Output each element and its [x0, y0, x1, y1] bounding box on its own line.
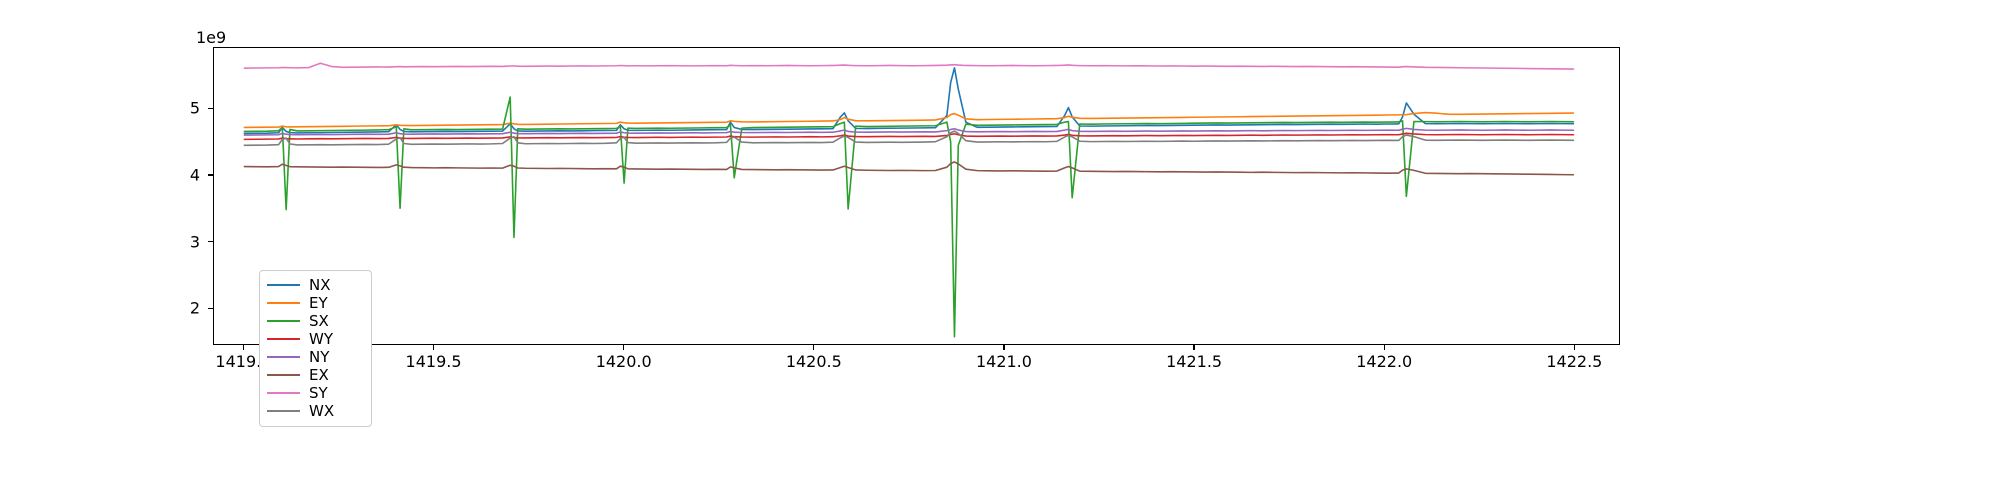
x-tick-label: 1421.0	[975, 352, 1032, 371]
y-tick-mark	[208, 307, 213, 309]
legend-label: EY	[309, 294, 328, 312]
legend-item-ey[interactable]: EY	[267, 294, 364, 312]
legend-label: NY	[309, 348, 330, 366]
legend-label: NX	[309, 276, 331, 294]
series-line-ex	[243, 161, 1575, 176]
legend-item-ny[interactable]: NY	[267, 348, 364, 366]
x-tick-label: 1420.0	[595, 352, 652, 371]
x-tick-label: 1422.0	[1356, 352, 1413, 371]
y-tick-label: 4	[189, 165, 200, 185]
legend-swatch-sx-icon	[267, 320, 300, 322]
legend-swatch-sy-icon	[267, 392, 300, 394]
legend-swatch-ny-icon	[267, 356, 300, 358]
series-line-ey	[243, 111, 1575, 129]
legend-item-nx[interactable]: NX	[267, 276, 364, 294]
series-line-wy	[243, 132, 1575, 141]
x-tick-mark	[1383, 345, 1385, 350]
x-tick-label: 1419.0	[215, 352, 272, 371]
series-line-sy	[243, 62, 1575, 70]
series-line-sx	[243, 96, 1575, 338]
legend-swatch-wy-icon	[267, 338, 300, 340]
x-tick-mark	[813, 345, 815, 350]
legend-item-sx[interactable]: SX	[267, 312, 364, 330]
series-line-ny	[243, 127, 1575, 136]
x-tick-label: 1422.5	[1546, 352, 1603, 371]
y-tick-mark	[208, 174, 213, 176]
series-line-nx	[243, 67, 1575, 135]
legend-swatch-nx-icon	[267, 284, 300, 286]
legend-label: EX	[309, 366, 329, 384]
x-tick-mark	[623, 345, 625, 350]
x-tick-label: 1421.5	[1166, 352, 1223, 371]
x-tick-mark	[1573, 345, 1575, 350]
y-tick-mark	[208, 107, 213, 109]
legend-label: SX	[309, 312, 329, 330]
y-tick-label: 5	[189, 98, 200, 118]
x-tick-mark	[242, 345, 245, 350]
y-tick-mark	[208, 241, 213, 243]
legend-item-ex[interactable]: EX	[267, 366, 364, 384]
y-tick-label: 3	[189, 232, 200, 252]
series-line-wx	[243, 130, 1575, 147]
x-tick-label: 1420.5	[785, 352, 842, 371]
legend-item-wx[interactable]: WX	[267, 402, 364, 420]
x-tick-mark	[432, 345, 435, 350]
legend[interactable]: NX EY SX WY NY EX SY WX	[259, 270, 372, 427]
legend-label: WX	[309, 402, 335, 420]
legend-swatch-ey-icon	[267, 302, 300, 304]
legend-swatch-ex-icon	[267, 374, 300, 376]
x-tick-mark	[1193, 345, 1195, 350]
legend-label: WY	[309, 330, 333, 348]
legend-swatch-wx-icon	[267, 410, 300, 412]
y-axis-offset-text: 1e9	[196, 28, 227, 47]
y-tick-label: 2	[189, 298, 200, 318]
plot-area	[213, 47, 1620, 345]
legend-item-wy[interactable]: WY	[267, 330, 364, 348]
legend-item-sy[interactable]: SY	[267, 384, 364, 402]
x-tick-mark	[1003, 345, 1005, 350]
series-lines	[243, 62, 1575, 338]
x-tick-label: 1419.5	[405, 352, 462, 371]
legend-label: SY	[309, 384, 328, 402]
